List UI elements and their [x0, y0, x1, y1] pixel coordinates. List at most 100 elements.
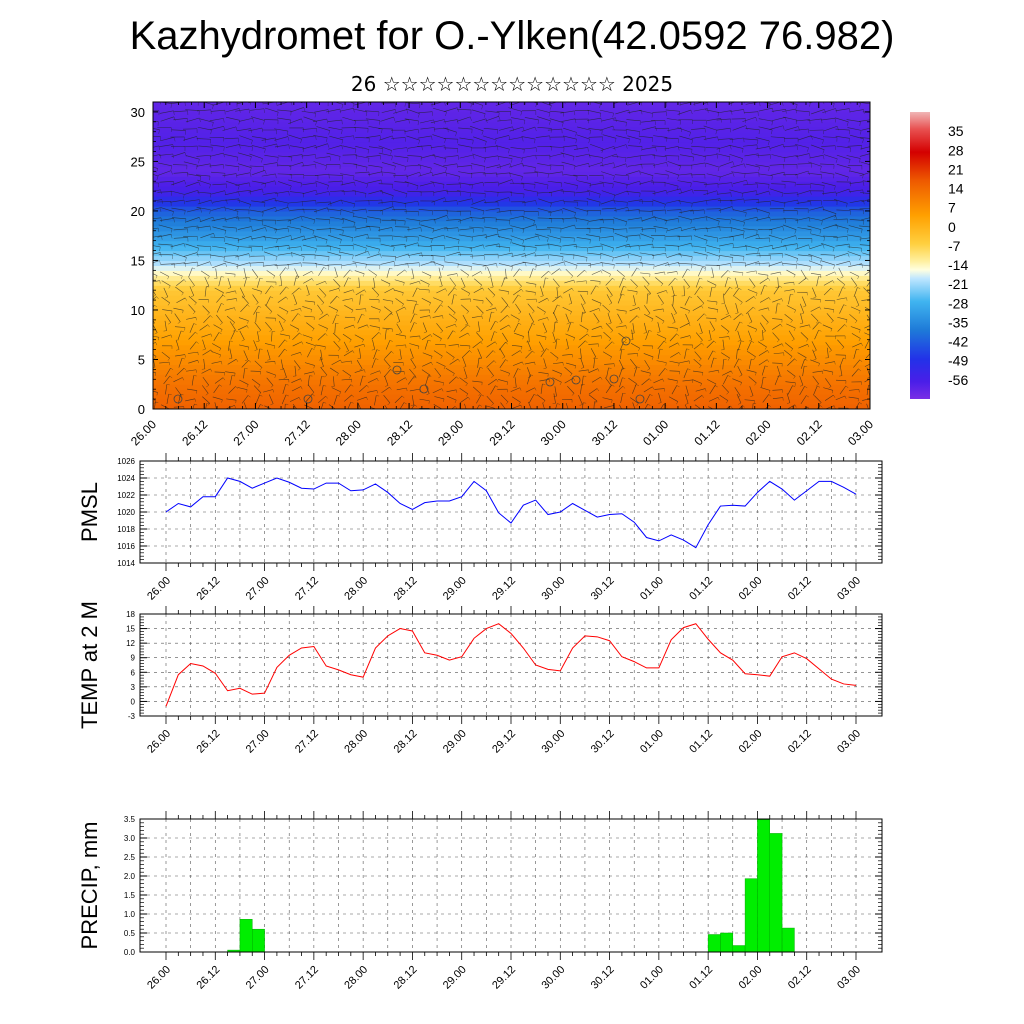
- wind-barb: [501, 297, 509, 306]
- wind-barb-tick: [471, 198, 474, 203]
- wind-barb: [218, 276, 222, 287]
- wind-barb: [459, 137, 474, 141]
- wind-barb: [178, 357, 183, 368]
- wind-barb: [589, 218, 603, 222]
- wind-barb: [835, 188, 850, 194]
- wind-barb: [671, 285, 675, 296]
- wind-barb: [769, 125, 784, 130]
- wind-barb-tick: [277, 157, 279, 162]
- wind-barb: [446, 219, 461, 221]
- wind-barb-tick: [367, 324, 369, 328]
- wind-barb-tick: [457, 358, 460, 362]
- wind-barb-tick: [275, 173, 277, 179]
- wind-barb: [706, 245, 721, 250]
- wind-barb: [302, 127, 317, 130]
- wind-barb: [667, 226, 682, 232]
- x-tick-label: 26.00: [145, 575, 173, 603]
- wind-barb: [261, 137, 276, 141]
- wind-barb: [770, 171, 785, 176]
- wind-barb-tick: [316, 182, 318, 188]
- wind-barb-tick: [364, 193, 367, 198]
- wind-barb-tick: [351, 237, 354, 242]
- wind-barb: [707, 118, 721, 121]
- wind-barb-tick: [274, 180, 277, 185]
- wind-barb: [368, 146, 383, 149]
- wind-barb: [528, 394, 535, 404]
- wind-barb: [487, 266, 492, 277]
- wind-barb: [490, 385, 496, 395]
- wind-barb: [443, 107, 458, 112]
- wind-barb: [277, 102, 290, 106]
- cross-section-band: [153, 280, 870, 286]
- wind-barb-tick: [639, 181, 642, 186]
- wind-barb: [184, 189, 199, 195]
- wind-barb-tick: [365, 111, 368, 117]
- wind-barb-tick: [287, 228, 289, 233]
- wind-barb: [257, 331, 260, 342]
- wind-barb: [392, 200, 407, 204]
- wind-barb-tick: [247, 346, 250, 351]
- wind-barb: [276, 164, 291, 167]
- wind-barb: [289, 324, 300, 330]
- x-tick-label: 02.00: [737, 728, 765, 756]
- wind-barb: [652, 216, 667, 221]
- wind-barb-tick: [819, 405, 823, 408]
- wind-barb: [359, 375, 364, 386]
- wind-barb-tick: [389, 386, 392, 390]
- wind-barb-tick: [859, 158, 861, 163]
- wind-barb-tick: [616, 153, 619, 159]
- wind-barb: [788, 294, 791, 305]
- wind-barb: [344, 394, 352, 402]
- wind-barb: [159, 217, 174, 221]
- wind-barb-tick: [177, 321, 181, 324]
- wind-barb: [279, 286, 287, 295]
- wind-barb-tick: [815, 320, 819, 324]
- wind-barb: [823, 154, 838, 160]
- wind-barb: [797, 227, 812, 230]
- wind-barb-tick: [755, 117, 758, 122]
- wind-barb-tick: [219, 354, 221, 358]
- wind-barb: [339, 108, 354, 112]
- wind-barb: [284, 404, 286, 409]
- wind-barb: [263, 162, 278, 166]
- x-tick-label: 01.12: [687, 964, 715, 992]
- wind-barb: [451, 406, 456, 409]
- wind-barb-tick: [729, 315, 732, 319]
- wind-barb: [758, 245, 773, 249]
- wind-barb: [317, 333, 326, 341]
- wind-barb: [654, 262, 669, 267]
- wind-barb: [786, 323, 796, 329]
- wind-barb: [289, 191, 304, 194]
- wind-barb: [449, 358, 459, 365]
- wind-barb: [173, 252, 187, 258]
- wind-barb: [732, 288, 740, 297]
- wind-barb: [395, 253, 409, 259]
- wind-barb: [420, 127, 435, 130]
- wind-barb: [358, 277, 360, 288]
- wind-barb: [602, 397, 613, 401]
- wind-barb: [241, 395, 249, 404]
- wind-barb: [226, 398, 237, 401]
- x-tick-label: 29.00: [441, 575, 469, 603]
- wind-barb-tick: [167, 302, 170, 306]
- wind-barb: [550, 351, 559, 359]
- wind-barb: [171, 152, 186, 157]
- wind-barb-tick: [732, 243, 734, 248]
- wind-barb-tick: [234, 307, 236, 311]
- wind-barb: [737, 340, 742, 351]
- wind-barb: [176, 367, 185, 376]
- wind-barb: [600, 199, 615, 205]
- wind-barb: [383, 369, 391, 378]
- wind-barb: [251, 136, 266, 139]
- wind-barb-tick: [354, 121, 357, 126]
- x-tick-label: 26.00: [145, 964, 173, 992]
- wind-barb-tick: [223, 164, 225, 169]
- wind-barb: [224, 261, 239, 265]
- wind-barb: [614, 232, 629, 239]
- wind-barb: [627, 289, 638, 292]
- wind-barb-tick: [755, 372, 757, 376]
- wind-barb: [157, 102, 172, 104]
- wind-barb: [722, 370, 732, 376]
- wind-barb: [730, 227, 745, 232]
- wind-barb: [734, 387, 741, 396]
